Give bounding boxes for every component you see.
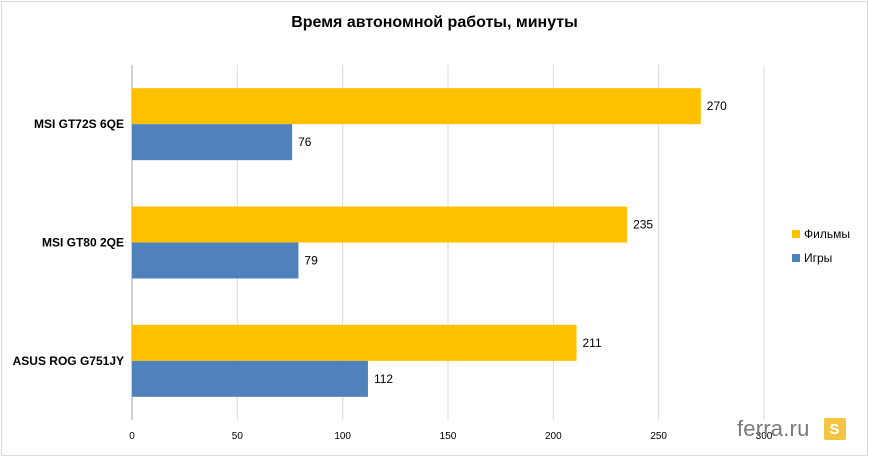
data-label: 235 [633, 218, 653, 232]
x-tick-label: 0 [129, 431, 135, 442]
category-label: MSI GT80 2QE [42, 236, 124, 250]
x-tick-label: 300 [756, 431, 773, 442]
labels: 0 50 100 150 200 250 300 270 76 MSI GT72S 6QE 235 7… [13, 99, 773, 442]
x-tick-label: 200 [545, 431, 562, 442]
data-label: 211 [583, 336, 602, 350]
legend-swatch [792, 230, 800, 238]
bar [132, 88, 701, 125]
bar [132, 206, 628, 243]
bars [132, 88, 701, 397]
legend-label: Игры [804, 251, 832, 265]
bar [132, 124, 293, 161]
data-label: 270 [707, 99, 727, 113]
legend: Фильмы Игры [792, 227, 850, 265]
x-tick-label: 150 [440, 431, 457, 442]
watermark-text: ferra.ru [737, 416, 810, 441]
data-label: 79 [304, 254, 318, 268]
bar [132, 324, 577, 361]
bar [132, 242, 299, 279]
watermark: ferra.ru S [737, 416, 846, 442]
chart-title: Время автономной работы, минуты [291, 14, 578, 31]
data-label: 76 [298, 135, 312, 149]
category-label: MSI GT72S 6QE [34, 117, 124, 131]
category-label: ASUS ROG G751JY [13, 354, 124, 368]
x-tick-label: 250 [650, 431, 667, 442]
legend-swatch [792, 254, 800, 262]
legend-label: Фильмы [804, 227, 850, 241]
data-label: 112 [374, 372, 393, 386]
bar [132, 360, 368, 397]
ferra-logo-icon: S [823, 418, 846, 440]
x-tick-label: 50 [232, 431, 244, 442]
x-tick-label: 100 [334, 431, 351, 442]
